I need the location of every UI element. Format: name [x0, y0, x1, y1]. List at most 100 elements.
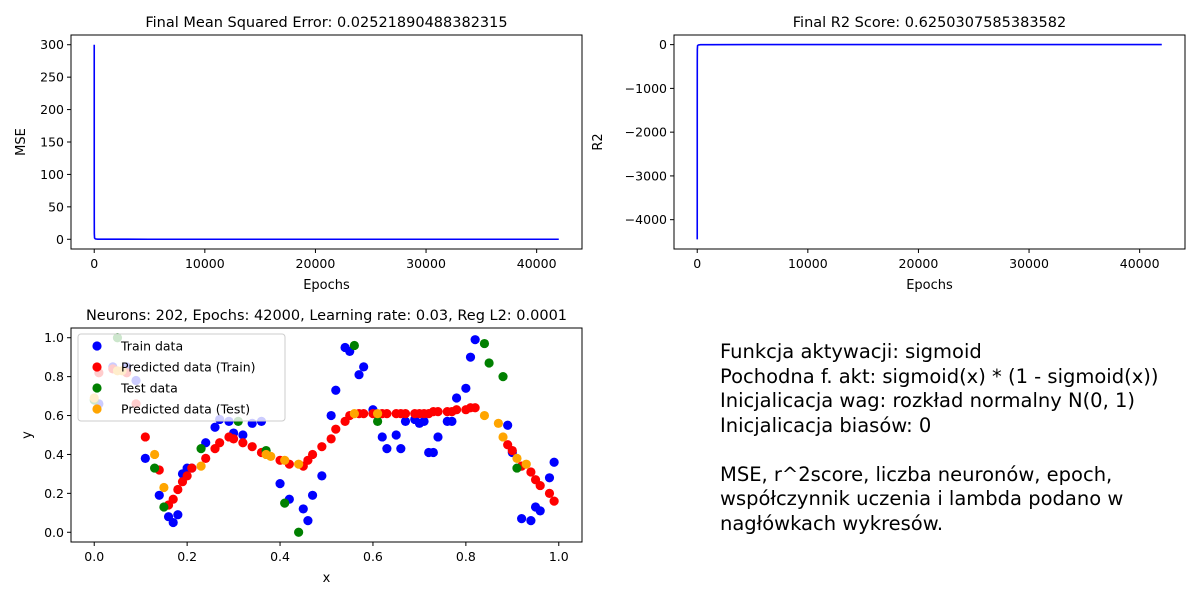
data-point — [182, 471, 192, 481]
chart-title: Final Mean Squared Error: 0.025218904883… — [145, 15, 507, 31]
data-point — [447, 416, 457, 426]
data-point — [154, 490, 164, 500]
data-point — [517, 514, 527, 524]
chart-2: Final R2 Score: 0.6250307585383582 0 10000… — [591, 15, 1186, 293]
data-point — [168, 494, 178, 504]
x-tick-label: 20000 — [899, 256, 939, 271]
y-tick-label: 250 — [40, 70, 64, 85]
x-tick-label: 1.0 — [549, 549, 569, 564]
data-point — [433, 432, 443, 442]
plot-area — [696, 43, 1162, 240]
y-tick-label: −3000 — [625, 168, 667, 183]
data-point — [451, 393, 462, 403]
legend-label: Test data — [120, 381, 178, 396]
data-point — [280, 498, 290, 508]
axes-frame — [70, 34, 583, 250]
y-tick-label: 1.0 — [44, 330, 64, 345]
data-point — [535, 506, 545, 516]
data-point — [400, 409, 411, 419]
data-point — [512, 453, 522, 463]
y-axis-label: MSE — [14, 128, 29, 156]
y-tick-label: 0 — [659, 37, 667, 52]
data-point — [479, 338, 490, 349]
legend-marker — [92, 383, 102, 393]
data-point — [173, 510, 183, 520]
y-tick-label: 0.6 — [44, 408, 64, 423]
data-point — [419, 416, 429, 426]
data-point — [140, 453, 150, 463]
plot-area — [93, 44, 559, 241]
x-tick-label: 0.0 — [84, 549, 104, 564]
chart-title: Final R2 Score: 0.6250307585383582 — [793, 15, 1066, 31]
description-text: Funkcja aktywacji: sigmoid Pochodna f. a… — [720, 340, 1158, 536]
chart-title: Neurons: 202, Epochs: 42000, Learning ra… — [86, 308, 567, 324]
y-tick-label: 300 — [40, 37, 64, 52]
x-tick-label: 10000 — [788, 256, 828, 271]
data-point — [544, 488, 555, 498]
data-point — [503, 420, 513, 430]
y-tick-label: 50 — [48, 199, 64, 214]
x-axis-label: x — [323, 571, 331, 586]
data-point — [373, 409, 383, 419]
x-tick-label: 0 — [90, 256, 98, 271]
data-point — [228, 434, 239, 444]
data-point — [280, 455, 290, 465]
data-point — [317, 471, 327, 481]
data-point — [382, 409, 392, 419]
data-point — [159, 502, 169, 512]
note-line-6: współczynnik uczenia i lambda podano w — [720, 487, 1124, 510]
data-point — [535, 480, 545, 491]
x-tick-label: 0 — [693, 256, 701, 271]
data-point — [238, 430, 248, 440]
data-point — [215, 438, 225, 448]
data-point — [549, 457, 559, 467]
data-point — [294, 527, 304, 537]
data-point — [238, 438, 248, 448]
y-tick-label: −4000 — [625, 212, 667, 227]
data-point — [354, 370, 364, 380]
y-tick-label: 150 — [40, 135, 64, 150]
data-point — [173, 484, 183, 495]
data-point — [484, 358, 494, 368]
x-tick-label: 40000 — [517, 256, 557, 271]
data-point — [326, 434, 336, 444]
data-point — [196, 444, 206, 454]
data-point — [331, 424, 341, 434]
y-tick-label: 100 — [40, 167, 64, 182]
series-1 — [94, 335, 559, 528]
data-point — [526, 467, 536, 477]
x-tick-label: 40000 — [1120, 256, 1160, 271]
data-point — [307, 449, 318, 460]
data-point — [521, 459, 531, 469]
data-point — [294, 459, 304, 469]
data-point — [493, 418, 503, 428]
y-tick-label: 0.4 — [44, 447, 64, 462]
legend-label: Predicted data (Test) — [121, 402, 250, 417]
x-axis-label: Epochs — [906, 278, 953, 293]
data-point — [359, 362, 369, 372]
x-tick-label: 30000 — [1009, 256, 1049, 271]
legend-marker — [92, 404, 102, 414]
legend-box — [77, 333, 286, 422]
data-point — [159, 482, 169, 493]
y-axis-label: y — [20, 431, 35, 439]
y-axis-label: R2 — [591, 133, 606, 150]
note-line-4: Inicjalicacja biasów: 0 — [720, 413, 932, 437]
data-point — [303, 516, 313, 526]
data-point — [396, 444, 406, 454]
x-tick-label: 30000 — [406, 256, 446, 271]
data-point — [400, 416, 411, 426]
y-tick-label: −2000 — [625, 125, 667, 140]
legend-label: Predicted data (Train) — [121, 360, 256, 375]
data-point — [526, 516, 536, 526]
series-line-1 — [93, 44, 559, 241]
axes-frame — [70, 327, 583, 543]
y-tick-label: 0.0 — [44, 525, 64, 540]
data-point — [359, 409, 369, 419]
x-tick-label: 0.6 — [363, 549, 383, 564]
data-point — [298, 504, 308, 514]
data-point — [349, 340, 359, 351]
y-tick-label: 0 — [56, 232, 64, 247]
data-point — [451, 405, 462, 415]
